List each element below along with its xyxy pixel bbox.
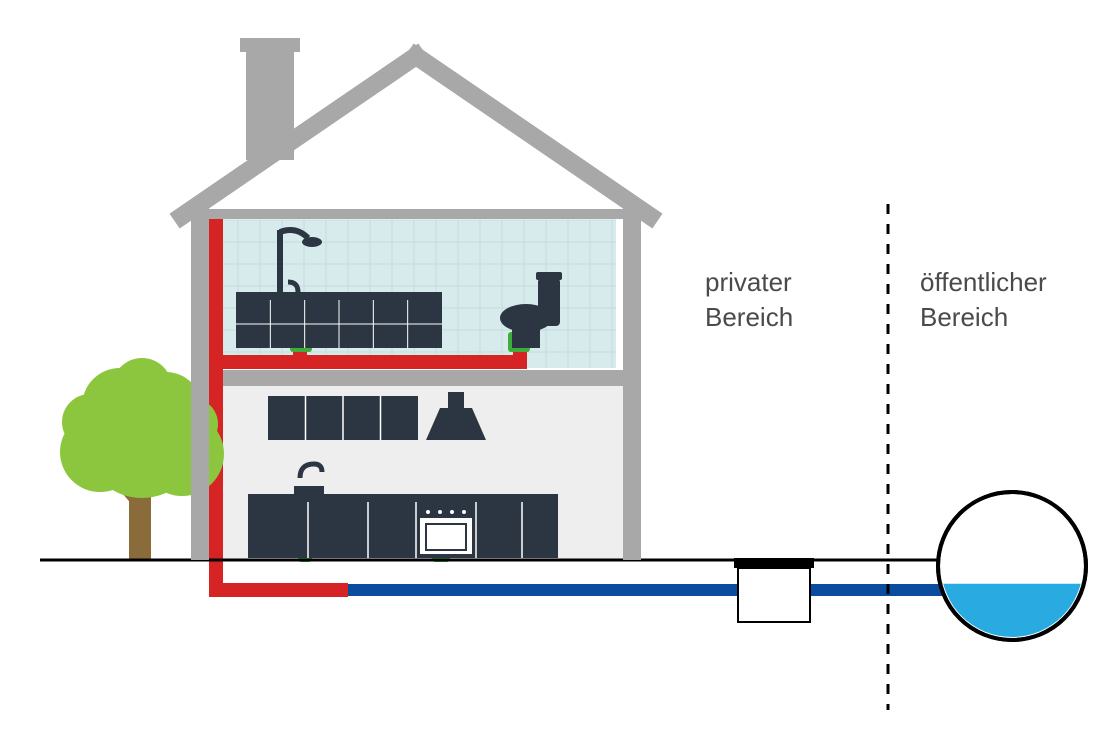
manhole-lid — [734, 558, 814, 568]
sewer-main — [938, 492, 1086, 732]
inspection-chamber — [738, 568, 810, 622]
private-label: privaterBereich — [705, 265, 793, 335]
floor-divider — [200, 370, 632, 386]
public-label: öffentlicherBereich — [920, 265, 1047, 335]
